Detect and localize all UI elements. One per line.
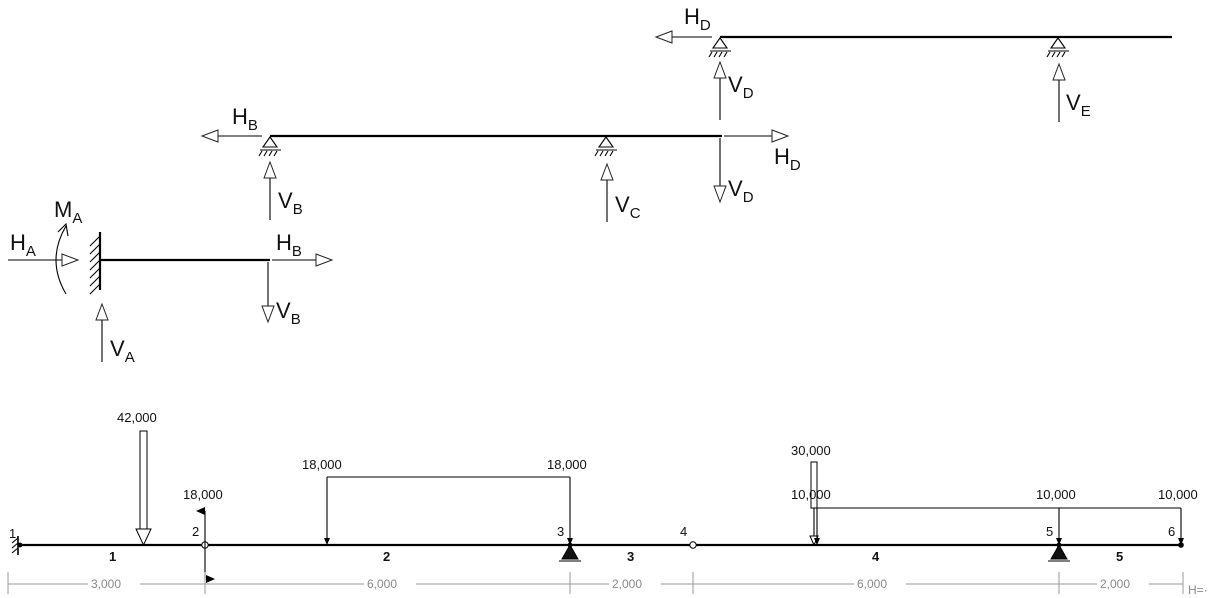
free-body-member-a: MA HA VA HB VB xyxy=(8,197,334,366)
arrow-down-icon xyxy=(135,528,152,547)
node-label: 6 xyxy=(1168,524,1175,539)
arrow-h-a-icon xyxy=(61,253,80,267)
arrow-v-d-down-icon xyxy=(713,185,727,204)
arrow-v-d-up-icon xyxy=(713,60,727,79)
arrow-down-icon xyxy=(1056,538,1062,545)
distributed-load-element-2: 18,000 18,000 xyxy=(302,457,587,545)
label-h-d-d: HD xyxy=(684,4,711,34)
dimension-line: 3,000 6,000 2,000 6,000 2,000 H=· xyxy=(7,572,1208,597)
flag-arrow-icon xyxy=(206,575,215,583)
arrow-h-d-right-icon xyxy=(771,129,790,143)
span-label: 2,000 xyxy=(612,577,642,591)
arrow-h-b-left-icon xyxy=(200,129,219,143)
label-v-b-b: VB xyxy=(278,188,303,218)
svg-text:42,000: 42,000 xyxy=(117,410,157,425)
svg-text:18,000: 18,000 xyxy=(302,457,342,472)
svg-text:30,000: 30,000 xyxy=(791,443,831,458)
label-v-a: VA xyxy=(110,336,135,366)
node-label: 1 xyxy=(9,526,16,541)
element-label: 4 xyxy=(872,549,880,564)
fixed-support-icon xyxy=(11,536,23,555)
label-v-d-b: VD xyxy=(728,176,754,206)
arrow-v-b-up-icon xyxy=(263,160,277,179)
element-label: 2 xyxy=(383,549,390,564)
svg-text:10,000: 10,000 xyxy=(791,487,831,502)
label-h-b-a: HB xyxy=(276,230,302,260)
fixed-support-icon xyxy=(89,232,102,295)
height-label: H=· xyxy=(1188,583,1208,597)
pin-support-icon xyxy=(559,542,581,562)
pin-support-icon xyxy=(1048,542,1070,562)
pin-support-icon xyxy=(1046,37,1069,58)
element-label: 3 xyxy=(627,549,634,564)
element-label: 1 xyxy=(109,549,116,564)
distributed-load-element-4: 10,000 10,000 10,000 xyxy=(791,487,1198,545)
span-label: 6,000 xyxy=(367,577,397,591)
hinge-node-icon xyxy=(689,541,697,549)
arrow-down-icon xyxy=(1178,538,1184,545)
arrow-v-e-up-icon xyxy=(1052,62,1066,81)
span-label: 6,000 xyxy=(857,577,887,591)
label-h-a: HA xyxy=(10,230,36,260)
arrow-down-icon xyxy=(567,538,573,545)
svg-text:18,000: 18,000 xyxy=(547,457,587,472)
svg-text:10,000: 10,000 xyxy=(1158,487,1198,502)
beam-load-model: 1 2 3 4 5 6 1 2 3 4 5 42,000 18,000 xyxy=(7,410,1208,597)
arrow-down-icon xyxy=(814,538,820,545)
point-load-42000: 42,000 xyxy=(117,410,157,547)
label-m-a: MA xyxy=(54,197,82,227)
arrow-h-b-right-icon xyxy=(315,253,334,267)
flag-arrow-icon xyxy=(196,507,205,515)
span-label: 2,000 xyxy=(1100,577,1130,591)
arrow-h-d-left-icon xyxy=(654,30,673,44)
svg-text:10,000: 10,000 xyxy=(1036,487,1076,502)
svg-text:18,000: 18,000 xyxy=(183,487,223,502)
pin-support-icon xyxy=(708,37,731,58)
label-v-e: VE xyxy=(1066,90,1091,120)
label-v-b-a: VB xyxy=(276,298,301,328)
label-v-c: VC xyxy=(615,192,641,222)
arrow-v-c-up-icon xyxy=(600,162,614,181)
pin-support-icon xyxy=(594,136,617,157)
label-h-b-b: HB xyxy=(232,104,258,134)
node-label: 2 xyxy=(192,524,199,539)
arrow-v-a-icon xyxy=(95,302,109,321)
arrow-down-icon xyxy=(324,538,330,545)
node-label: 3 xyxy=(557,524,564,539)
arrow-v-b-down-icon xyxy=(261,305,275,324)
pin-support-icon xyxy=(258,136,281,157)
span-label: 3,000 xyxy=(91,577,121,591)
label-v-d-d: VD xyxy=(728,72,754,102)
free-body-member-d: HD VD VE xyxy=(654,4,1172,122)
element-label: 5 xyxy=(1116,549,1123,564)
free-body-member-b: HB VB VC HD VD xyxy=(200,104,801,222)
label-h-d-b: HD xyxy=(774,144,801,174)
moment-load-18000: 18,000 xyxy=(183,487,223,583)
node-label: 5 xyxy=(1046,524,1053,539)
node-label: 4 xyxy=(680,524,687,539)
